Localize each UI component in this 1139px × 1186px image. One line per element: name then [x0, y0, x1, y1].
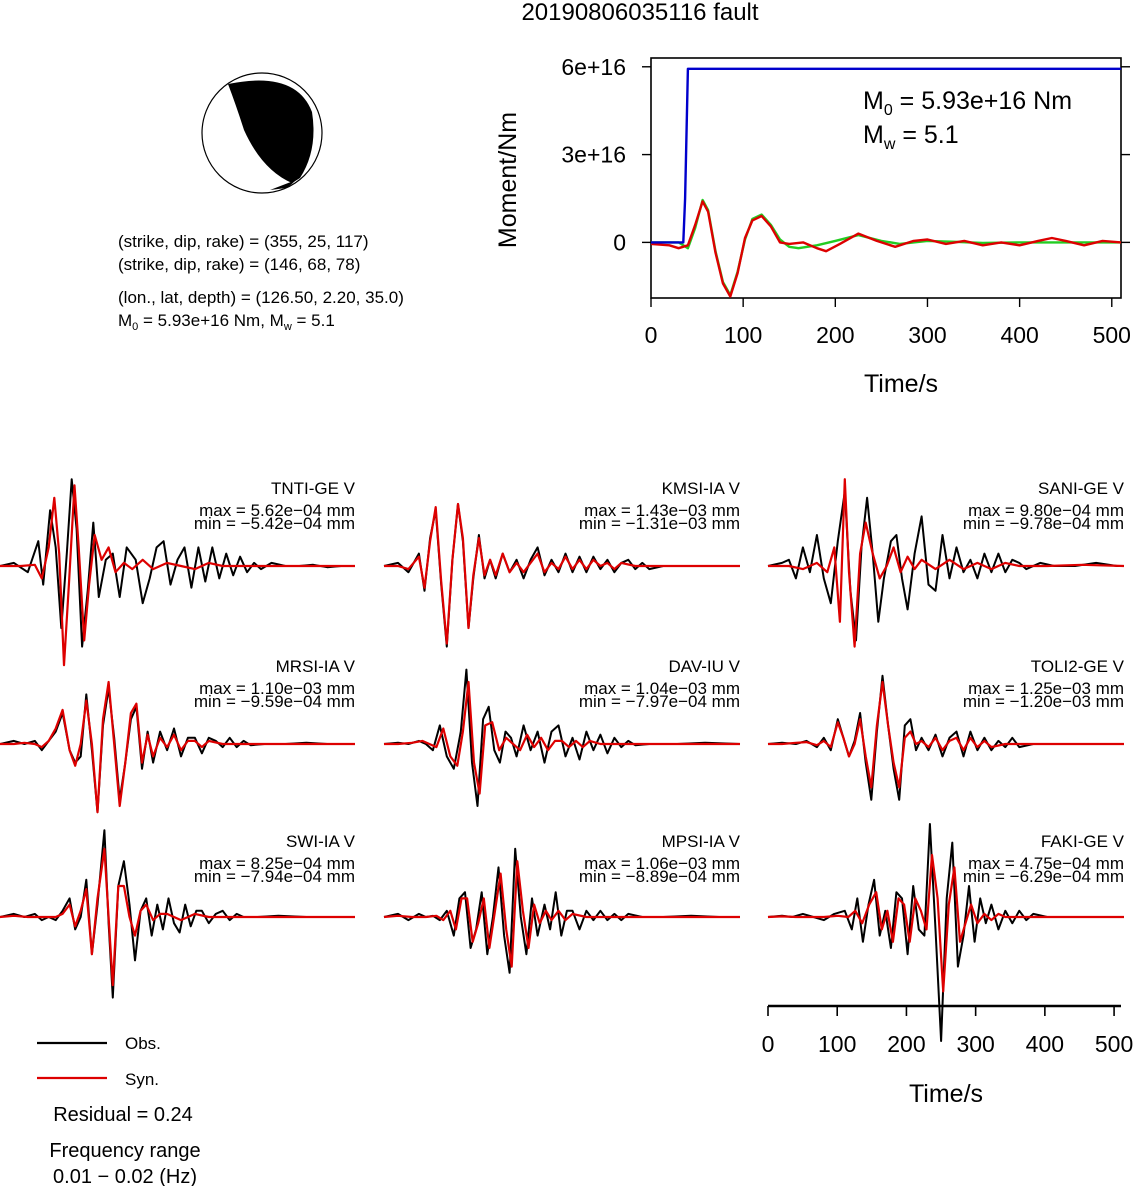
station-max: max = 4.75e−04 mm: [968, 854, 1124, 873]
station-min: min = −5.42e−04 mm: [194, 514, 355, 533]
station-label: FAKI-GE V: [1041, 832, 1125, 851]
station-max: max = 9.80e−04 mm: [968, 501, 1124, 520]
moment-y-tick-label: 0: [613, 229, 626, 255]
station-label: SANI-GE V: [1038, 479, 1125, 498]
nodal-plane-2: (strike, dip, rake) = (146, 68, 78): [118, 255, 360, 274]
station-label: MRSI-IA V: [276, 657, 356, 676]
moment-x-tick-label: 400: [1000, 322, 1038, 348]
observed-trace: [767, 823, 1124, 1042]
nodal-plane-1: (strike, dip, rake) = (355, 25, 117): [118, 232, 369, 251]
legend-synthetic-label: Syn.: [125, 1070, 159, 1089]
moment-chart: 0 100 200 300 400 500 0 3e+16 6e+16 Time/s Moment/…: [494, 54, 1131, 398]
synthetic-trace: [0, 484, 355, 667]
moment-x-tick-label: 300: [908, 322, 946, 348]
synthetic-trace: [383, 860, 740, 968]
moment-y-tick-label: 6e+16: [561, 54, 626, 80]
moment-x-tick-label: 100: [724, 322, 762, 348]
station-label: TNTI-GE V: [271, 479, 356, 498]
moment-series-moment: [651, 67, 1121, 244]
moment-x-tick-label: 200: [816, 322, 854, 348]
station-max: max = 1.06e−03 mm: [584, 854, 740, 873]
moment-y-axis-label: Moment/Nm: [494, 112, 522, 248]
station-label: DAV-IU V: [669, 657, 741, 676]
frequency-title: Frequency range: [49, 1140, 200, 1162]
waveform-axis-label: Time/s: [909, 1080, 983, 1108]
station-min: min = −1.31e−03 mm: [579, 514, 740, 533]
waveform-axis-tick-label: 0: [762, 1031, 775, 1057]
synthetic-trace: [0, 847, 355, 987]
frequency-range: 0.01 − 0.02 (Hz): [53, 1166, 197, 1186]
source-location: (lon., lat, depth) = (126.50, 2.20, 35.0…: [118, 288, 404, 307]
synthetic-trace: [384, 680, 740, 795]
residual-text: Residual = 0.24: [53, 1104, 193, 1126]
observed-trace: [383, 668, 741, 807]
moment-x-tick-label: 500: [1093, 322, 1131, 348]
synthetic-trace: [767, 853, 1124, 993]
waveform-axis-tick-label: 300: [956, 1031, 994, 1057]
station-min: min = −7.97e−04 mm: [579, 692, 740, 711]
observed-trace: [383, 847, 740, 974]
observed-trace: [767, 490, 1124, 642]
station-min: min = −1.20e−03 mm: [963, 692, 1124, 711]
moment-plot-frame: [650, 57, 1122, 299]
synthetic-trace: [768, 478, 1125, 648]
beachball-icon: [201, 72, 323, 194]
station-max: max = 1.10e−03 mm: [199, 679, 355, 698]
moment-x-tick-label: 0: [645, 322, 658, 348]
synthetic-trace: [0, 680, 355, 814]
moment-series-rate_syn: [650, 200, 1122, 298]
page-title: 20190806035116 fault: [521, 0, 758, 26]
station-max: max = 5.62e−04 mm: [199, 501, 355, 520]
source-magnitude: M0 = 5.93e+16 Nm, Mw = 5.1: [118, 311, 335, 333]
waveform-axis-tick-label: 500: [1095, 1031, 1133, 1057]
source-info: (strike, dip, rake) = (355, 25, 117) (st…: [118, 232, 404, 333]
waveform-time-axis: 0 100 200 300 400 500 Time/s: [762, 1004, 1133, 1108]
station-max: max = 1.43e−03 mm: [584, 501, 740, 520]
synthetic-trace: [768, 680, 1124, 789]
station-max: max = 1.25e−03 mm: [968, 679, 1124, 698]
station-min: min = −6.29e−04 mm: [963, 867, 1124, 886]
moment-annotation-mw: Mw = 5.1: [863, 121, 959, 153]
legend-observed-label: Obs.: [125, 1034, 161, 1053]
station-max: max = 1.04e−03 mm: [584, 679, 740, 698]
observed-trace: [0, 829, 355, 999]
moment-y-tick-label: 3e+16: [561, 142, 626, 168]
station-min: min = −8.89e−04 mm: [579, 867, 740, 886]
station-label: MPSI-IA V: [662, 832, 741, 851]
legend: Obs. Syn.: [37, 1034, 161, 1089]
station-min: min = −7.94e−04 mm: [194, 867, 355, 886]
station-min: min = −9.59e−04 mm: [194, 692, 355, 711]
station-min: min = −9.78e−04 mm: [963, 514, 1124, 533]
waveform-axis-tick-label: 100: [818, 1031, 856, 1057]
waveform-axis-tick-label: 200: [887, 1031, 925, 1057]
waveform-axis-tick-label: 400: [1026, 1031, 1064, 1057]
synthetic-trace: [384, 502, 740, 645]
station-label: TOLI2-GE V: [1031, 657, 1125, 676]
moment-x-axis-label: Time/s: [864, 370, 938, 398]
station-label: SWI-IA V: [286, 832, 356, 851]
station-max: max = 8.25e−04 mm: [199, 854, 355, 873]
moment-annotation-m0: M0 = 5.93e+16 Nm: [863, 87, 1072, 119]
station-label: KMSI-IA V: [662, 479, 741, 498]
